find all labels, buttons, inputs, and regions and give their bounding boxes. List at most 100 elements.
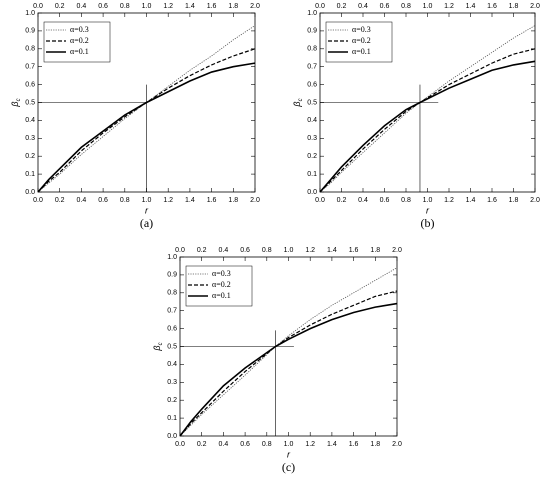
x-top-tick-label: 1.0	[142, 3, 152, 10]
x-tick-label: 2.0	[250, 197, 260, 204]
y-tick-label: 0.5	[167, 343, 177, 350]
x-top-tick-label: 2.0	[250, 3, 260, 10]
x-tick-label: 1.2	[163, 197, 173, 204]
series-line	[319, 48, 536, 193]
y-axis-label-symbol: β	[292, 101, 302, 107]
y-tick-label: 0.6	[167, 325, 177, 332]
x-top-tick-label: 0.6	[240, 247, 250, 254]
y-tick-label: 0.8	[167, 290, 177, 297]
x-tick-label: 0.0	[175, 441, 185, 448]
panel: 0.00.00.20.20.40.40.60.60.80.81.01.01.21…	[292, 3, 540, 230]
y-axis-label-symbol: β	[10, 101, 20, 107]
y-tick-label: 0.6	[25, 81, 35, 88]
x-tick-label: 0.6	[240, 441, 250, 448]
y-axis-label: βc	[292, 98, 303, 107]
x-top-tick-label: 1.6	[207, 3, 217, 10]
legend-box	[325, 21, 393, 63]
series-line	[179, 290, 398, 437]
series-line	[179, 267, 398, 437]
x-top-tick-label: 0.0	[315, 3, 325, 10]
legend-label: α=0.3	[352, 25, 371, 34]
series-line	[319, 25, 536, 193]
x-tick-label: 0.4	[358, 197, 368, 204]
panel-label: (b)	[421, 216, 435, 230]
x-tick-label: 0.2	[55, 197, 65, 204]
y-tick-label: 0.2	[25, 153, 35, 160]
y-tick-label: 0.7	[307, 64, 317, 71]
y-axis-label-subscript: c	[16, 98, 22, 101]
x-top-tick-label: 0.4	[77, 3, 87, 10]
x-top-tick-label: 0.6	[380, 3, 390, 10]
y-tick-label: 0.6	[307, 81, 317, 88]
legend-label: α=0.3	[212, 269, 231, 278]
x-tick-label: 0.0	[33, 197, 43, 204]
y-tick-label: 0.5	[307, 99, 317, 106]
series-line	[319, 60, 536, 193]
x-tick-label: 1.2	[305, 441, 315, 448]
x-top-tick-label: 2.0	[530, 3, 540, 10]
x-tick-label: 0.0	[315, 197, 325, 204]
series-line	[37, 62, 256, 193]
x-top-tick-label: 1.4	[327, 247, 337, 254]
panel-label: (c)	[282, 460, 295, 474]
y-tick-label: 1.0	[167, 254, 177, 261]
y-tick-label: 1.0	[25, 10, 35, 17]
y-tick-label: 0.8	[25, 46, 35, 53]
x-top-tick-label: 1.8	[370, 247, 380, 254]
y-tick-label: 0.7	[25, 64, 35, 71]
legend-label: α=0.2	[352, 36, 371, 45]
y-tick-label: 0.1	[25, 171, 35, 178]
x-tick-label: 0.8	[120, 197, 130, 204]
y-tick-label: 0.1	[167, 415, 177, 422]
x-top-tick-label: 1.0	[284, 247, 294, 254]
x-top-tick-label: 0.2	[55, 3, 65, 10]
legend-label: α=0.1	[70, 47, 89, 56]
x-tick-label: 0.2	[337, 197, 347, 204]
x-top-tick-label: 0.6	[98, 3, 108, 10]
y-tick-label: 1.0	[307, 10, 317, 17]
x-top-tick-label: 0.8	[401, 3, 411, 10]
x-top-tick-label: 1.8	[228, 3, 238, 10]
x-tick-label: 0.4	[219, 441, 229, 448]
y-tick-label: 0.3	[307, 135, 317, 142]
x-top-tick-label: 1.4	[185, 3, 195, 10]
x-tick-label: 1.4	[185, 197, 195, 204]
x-tick-label: 1.4	[466, 197, 476, 204]
x-top-tick-label: 0.4	[219, 247, 229, 254]
x-top-tick-label: 1.8	[509, 3, 519, 10]
x-top-tick-label: 0.0	[33, 3, 43, 10]
legend-label: α=0.2	[212, 280, 231, 289]
x-top-tick-label: 1.4	[466, 3, 476, 10]
x-tick-label: 0.8	[262, 441, 272, 448]
x-top-tick-label: 1.2	[444, 3, 454, 10]
x-top-tick-label: 1.6	[487, 3, 497, 10]
y-tick-label: 0.2	[307, 153, 317, 160]
x-tick-label: 1.8	[509, 197, 519, 204]
y-tick-label: 0.0	[167, 433, 177, 440]
x-top-tick-label: 0.8	[120, 3, 130, 10]
panel-label: (a)	[140, 216, 153, 230]
x-tick-label: 0.4	[77, 197, 87, 204]
y-tick-label: 0.2	[167, 397, 177, 404]
legend-label: α=0.1	[212, 291, 231, 300]
x-tick-label: 1.0	[423, 197, 433, 204]
x-top-tick-label: 1.0	[423, 3, 433, 10]
x-tick-label: 1.8	[370, 441, 380, 448]
panel: 0.0 0.0 0.2 0.2 0.4 0.4 0.6 0.6 0.8 0.8 1.0 1.0 1.2 1…	[10, 3, 260, 230]
x-tick-label: 0.8	[401, 197, 411, 204]
legend-label: α=0.2	[70, 36, 89, 45]
x-top-tick-label: 0.4	[358, 3, 368, 10]
y-tick-label: 0.7	[167, 308, 177, 315]
x-tick-label: 1.6	[487, 197, 497, 204]
legend-label: α=0.1	[352, 47, 371, 56]
series-line	[37, 25, 256, 193]
y-tick-label: 0.0	[307, 189, 317, 196]
y-tick-label: 0.4	[25, 117, 35, 124]
y-tick-label: 0.5	[25, 99, 35, 106]
x-tick-label: 1.0	[142, 197, 152, 204]
y-tick-label: 0.4	[167, 361, 177, 368]
legend-label: α=0.3	[70, 25, 89, 34]
y-tick-label: 0.3	[167, 379, 177, 386]
x-tick-label: 1.4	[327, 441, 337, 448]
x-top-tick-label: 0.2	[337, 3, 347, 10]
